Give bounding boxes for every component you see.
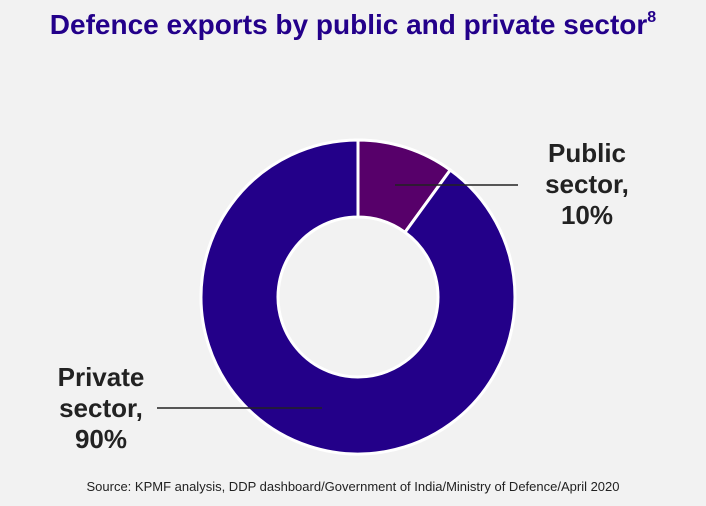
chart-title: Defence exports by public and private se… <box>0 8 706 42</box>
private-label-value: 90% <box>74 424 128 454</box>
public-label-line2: sector, <box>545 169 629 199</box>
title-footnote-marker: 8 <box>647 9 657 26</box>
private-label-line2: sector, <box>59 393 143 423</box>
public-label-value: 10% <box>560 200 614 230</box>
public-label-line1: Public <box>547 138 626 168</box>
private-label-line1: Private <box>57 362 145 392</box>
slice-private-sector <box>199 138 517 456</box>
public-sector-label: Public sector, 10% <box>522 138 652 231</box>
chart-title-text: Defence exports by public and private se… <box>49 9 648 40</box>
private-sector-label: Private sector, 90% <box>36 362 166 455</box>
source-note: Source: KPMF analysis, DDP dashboard/Gov… <box>86 479 620 494</box>
